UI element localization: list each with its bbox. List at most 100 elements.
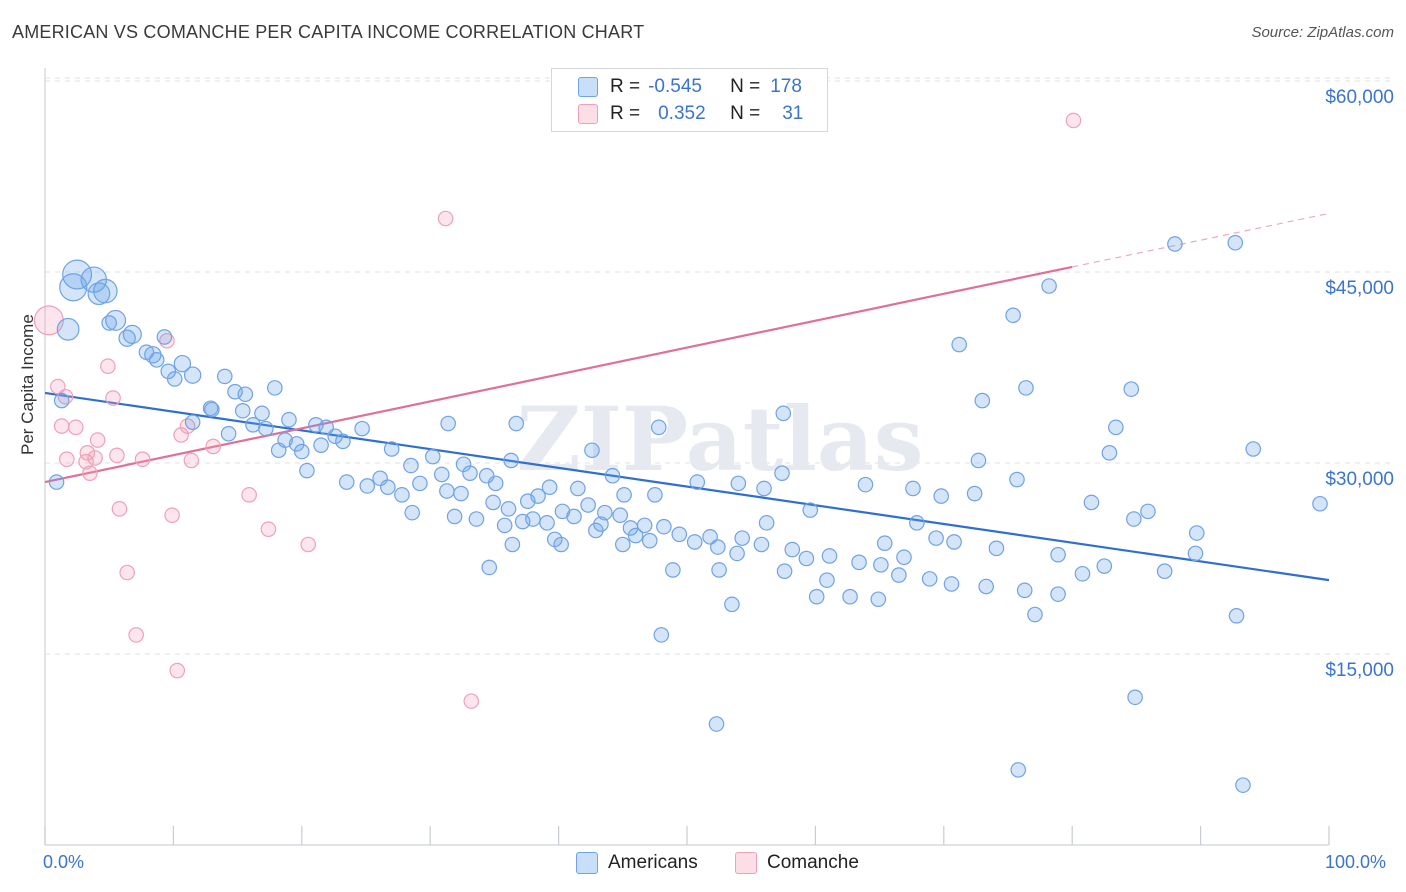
bottom-legend-label-americans: Americans (608, 852, 698, 873)
american-point (1167, 236, 1183, 252)
american-point (774, 465, 790, 481)
legend-r-value: -0.545 (648, 76, 702, 97)
american-point (665, 562, 681, 578)
american-point (1027, 606, 1043, 623)
american-point (487, 475, 504, 492)
comanche-point (205, 438, 222, 455)
y-tick-label-30000: $30,000 (1325, 469, 1394, 490)
american-point (729, 545, 745, 562)
chart-source: Source: ZipAtlas.com (1251, 24, 1394, 41)
american-point (216, 368, 233, 385)
american-point (48, 474, 65, 490)
american-point (433, 466, 450, 483)
american-point (851, 554, 867, 571)
legend-n-value: 178 (770, 76, 802, 97)
american-point (299, 462, 315, 479)
american-point (118, 329, 136, 347)
american-point (446, 508, 463, 525)
comanche-trend-extension (1072, 212, 1330, 268)
american-point (1009, 471, 1025, 488)
american-point (56, 317, 80, 341)
comanche-point (169, 662, 186, 679)
american-point (412, 475, 428, 492)
american-point (1074, 565, 1091, 582)
american-point (842, 588, 858, 605)
american-point (313, 437, 329, 453)
american-point (604, 467, 621, 484)
american-point (1016, 582, 1033, 599)
american-point (921, 571, 938, 587)
american-point (503, 452, 519, 469)
american-point (821, 548, 838, 564)
american-point (380, 479, 396, 495)
trend-lines (44, 212, 1330, 582)
american-point (1010, 762, 1027, 778)
american-point (462, 465, 478, 481)
comanche-point (134, 451, 151, 467)
american-point (220, 425, 237, 442)
american-point (724, 596, 740, 613)
american-point (580, 497, 596, 513)
axes (44, 68, 1330, 846)
american-point (566, 508, 582, 525)
american-point (570, 480, 586, 497)
american-point (440, 415, 456, 432)
american-point (101, 315, 117, 331)
american-point (734, 530, 751, 546)
y-tick-label-15000: $15,000 (1325, 660, 1394, 681)
american-point (1235, 777, 1251, 793)
american-point (138, 344, 155, 361)
american-point (614, 536, 631, 553)
bottom-legend-swatch-americans (576, 852, 598, 874)
legend-r-value: 0.352 (658, 103, 706, 124)
comanche-trend-line (44, 265, 1073, 484)
american-point (597, 504, 613, 521)
american-point (650, 419, 667, 436)
y-axis-label: Per Capita Income (18, 314, 37, 455)
american-point (1108, 419, 1124, 436)
american-point (166, 371, 183, 387)
american-point (245, 416, 261, 433)
legend-n-label: N = (730, 76, 761, 97)
legend-row-americans: R = -0.545 N = 178 (578, 75, 802, 99)
watermark: ZIPatlas (517, 387, 924, 491)
american-point (946, 534, 962, 550)
american-point (59, 273, 88, 302)
american-point (943, 576, 960, 592)
american-point (711, 562, 727, 578)
american-point (656, 518, 672, 535)
american-point (988, 540, 1005, 557)
x-tick-label-min: 0.0% (43, 852, 85, 872)
comanche-point (59, 451, 75, 467)
american-point (1188, 525, 1205, 541)
american-point (519, 493, 536, 509)
comanche-point (109, 447, 125, 464)
american-point (1245, 441, 1262, 457)
comanche-point (33, 305, 64, 336)
american-point (500, 501, 517, 517)
bottom-legend-comanche: Comanche (735, 852, 859, 874)
american-point (1041, 278, 1057, 294)
comanche-point (119, 564, 135, 581)
comanche-point (78, 453, 94, 470)
american-point (891, 567, 907, 583)
american-point (909, 515, 925, 531)
american-point (258, 420, 274, 437)
american-point (775, 405, 792, 422)
american-point (974, 392, 991, 409)
stats-legend: R = -0.545 N = 178 R = 0.352 N = 31 (551, 68, 828, 132)
american-point (612, 507, 629, 524)
comanche-point (300, 536, 317, 553)
legend-swatch-comanche (578, 104, 598, 124)
american-point (1187, 545, 1204, 562)
bottom-legend-label-comanche: Comanche (767, 852, 859, 873)
american-point (553, 536, 569, 553)
american-point (293, 443, 310, 460)
american-point (928, 530, 944, 546)
bottom-legend-swatch-comanche (735, 852, 757, 874)
legend-r-label: R = (610, 76, 641, 97)
american-point (184, 414, 201, 431)
american-point (354, 420, 370, 437)
american-point (798, 550, 815, 567)
